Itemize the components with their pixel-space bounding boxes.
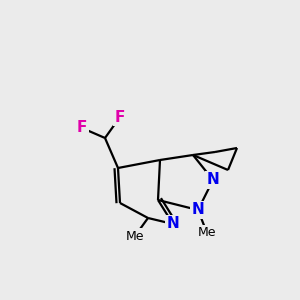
Text: N: N (207, 172, 219, 188)
Text: N: N (167, 217, 179, 232)
Text: F: F (77, 121, 87, 136)
Text: N: N (192, 202, 204, 217)
Text: F: F (115, 110, 125, 124)
Text: Me: Me (126, 230, 144, 242)
Text: Me: Me (198, 226, 216, 239)
